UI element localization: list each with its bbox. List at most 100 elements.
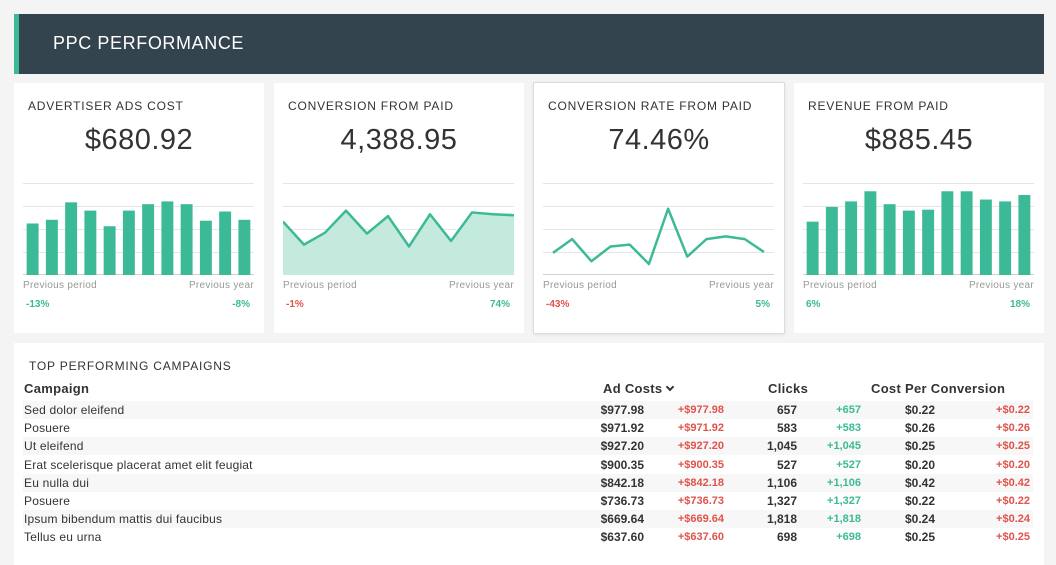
cost-per-conversion-delta: +$0.22 (996, 495, 1030, 507)
column-header-cost-per-conversion[interactable]: Cost Per Conversion (871, 381, 1006, 396)
ad-cost-value: $971.92 (600, 421, 644, 436)
ad-cost-delta: +$977.98 (677, 404, 724, 416)
kpi-sparkline-chart (283, 183, 514, 275)
cost-per-conversion-value: $0.20 (904, 457, 935, 472)
cost-per-conversion-value: $0.22 (904, 403, 935, 417)
chart-bar (65, 202, 78, 275)
ad-cost-delta: +$900.35 (677, 458, 724, 471)
previous-period-label: Previous period (803, 280, 877, 291)
kpi-title: CONVERSION RATE FROM PAID (548, 99, 753, 113)
clicks-delta: +583 (836, 422, 861, 435)
clicks-value: 527 (776, 457, 797, 472)
table-row[interactable]: Tellus eu urna $637.60 +$637.60 698 +698… (23, 528, 1033, 546)
chart-bar (922, 209, 935, 275)
chart-bar (142, 204, 155, 275)
ad-cost-value: $736.73 (600, 494, 644, 508)
cost-per-conversion-delta: +$0.26 (996, 422, 1030, 435)
kpi-title: ADVERTISER ADS COST (28, 99, 184, 113)
chart-bar (845, 201, 858, 275)
ad-cost-delta: +$637.60 (677, 531, 724, 544)
column-header-campaign[interactable]: Campaign (24, 381, 90, 396)
kpi-sparkline-chart (803, 183, 1034, 275)
previous-year-label: Previous year (708, 280, 774, 291)
chart-line (552, 207, 765, 266)
column-header-ad-costs[interactable]: Ad Costs (603, 381, 675, 396)
chevron-down-icon (666, 382, 675, 392)
ad-cost-delta: +$669.64 (677, 513, 724, 526)
chart-bar (825, 206, 838, 275)
cost-per-conversion-delta: +$0.24 (996, 513, 1030, 526)
kpi-value: $885.45 (864, 124, 974, 156)
campaign-name: Posuere (24, 494, 71, 508)
clicks-value: 1,106 (766, 475, 797, 490)
clicks-delta: +1,327 (827, 495, 861, 507)
kpi-value: 74.46% (608, 124, 710, 156)
chart-bar (180, 204, 193, 275)
cost-per-conversion-value: $0.25 (904, 530, 935, 545)
chart-bar (999, 201, 1012, 275)
kpi-sparkline-chart (543, 183, 774, 275)
chart-bar (103, 226, 116, 275)
table-row[interactable]: Erat scelerisque placerat amet elit feug… (23, 456, 1033, 474)
kpi-sparkline-chart (23, 183, 254, 275)
campaign-name: Posuere (24, 421, 71, 436)
cost-per-conversion-delta: +$0.22 (996, 404, 1030, 416)
chart-bar (26, 223, 39, 275)
ad-cost-value: $900.35 (600, 457, 644, 472)
clicks-delta: +1,045 (827, 440, 861, 453)
campaign-name: Sed dolor eleifend (24, 403, 125, 417)
top-campaigns-panel: TOP PERFORMING CAMPAIGNS Campaign Ad Cos… (14, 343, 1044, 565)
chart-bar (979, 199, 992, 275)
clicks-value: 1,818 (766, 512, 797, 527)
ad-cost-delta: +$971.92 (677, 422, 724, 435)
previous-period-label: Previous period (543, 280, 617, 291)
clicks-value: 698 (776, 530, 797, 545)
clicks-delta: +698 (836, 531, 861, 544)
chart-bar (219, 211, 232, 275)
previous-period-label: Previous period (23, 280, 97, 291)
previous-year-change: 18% (1009, 299, 1030, 310)
previous-year-change: 5% (755, 299, 770, 310)
cost-per-conversion-delta: +$0.20 (996, 458, 1030, 471)
chart-bar (199, 220, 212, 275)
clicks-value: 657 (776, 403, 797, 417)
table-row[interactable]: Posuere $971.92 +$971.92 583 +583 $0.26 … (23, 419, 1033, 437)
chart-bar (1018, 194, 1031, 275)
clicks-delta: +527 (836, 458, 861, 471)
kpi-title: CONVERSION FROM PAID (288, 99, 454, 113)
table-row[interactable]: Ipsum bibendum mattis dui faucibus $669.… (23, 510, 1033, 529)
clicks-value: 1,045 (766, 439, 797, 454)
clicks-delta: +1,106 (827, 476, 861, 489)
kpi-card-conversion-rate-from-paid[interactable]: CONVERSION RATE FROM PAID 74.46% Previou… (534, 83, 784, 333)
chart-bar (864, 191, 877, 275)
table-row[interactable]: Ut eleifend $927.20 +$927.20 1,045 +1,04… (23, 437, 1033, 456)
ad-cost-delta: +$842.18 (677, 476, 724, 489)
previous-period-change: -1% (286, 299, 304, 310)
previous-period-change: -13% (26, 299, 50, 310)
campaigns-title: TOP PERFORMING CAMPAIGNS (29, 359, 232, 373)
ad-cost-value: $637.60 (600, 530, 644, 545)
chart-bar (161, 201, 174, 275)
ad-cost-value: $669.64 (600, 512, 644, 527)
table-row[interactable]: Posuere $736.73 +$736.73 1,327 +1,327 $0… (23, 492, 1033, 510)
table-row[interactable]: Sed dolor eleifend $977.98 +$977.98 657 … (23, 401, 1033, 419)
dashboard-header: PPC PERFORMANCE (14, 14, 1044, 74)
kpi-card-advertiser-ads-cost[interactable]: ADVERTISER ADS COST $680.92 Previous per… (14, 83, 264, 333)
previous-year-label: Previous year (968, 280, 1034, 291)
cost-per-conversion-value: $0.26 (904, 421, 935, 436)
cost-per-conversion-value: $0.42 (904, 475, 935, 490)
chart-bar (122, 210, 135, 275)
cost-per-conversion-value: $0.25 (904, 439, 935, 454)
clicks-value: 1,327 (766, 494, 797, 508)
campaign-name: Tellus eu urna (24, 530, 102, 545)
previous-period-change: 6% (806, 299, 821, 310)
campaign-name: Erat scelerisque placerat amet elit feug… (24, 457, 253, 472)
chart-line (283, 209, 514, 248)
table-row[interactable]: Eu nulla dui $842.18 +$842.18 1,106 +1,1… (23, 473, 1033, 492)
campaign-name: Ipsum bibendum mattis dui faucibus (24, 512, 223, 527)
kpi-card-revenue-from-paid[interactable]: REVENUE FROM PAID $885.45 Previous perio… (794, 83, 1044, 333)
page-title: PPC PERFORMANCE (53, 33, 245, 53)
chart-bar (238, 219, 251, 275)
kpi-card-conversion-from-paid[interactable]: CONVERSION FROM PAID 4,388.95 Previous p… (274, 83, 524, 333)
column-header-clicks[interactable]: Clicks (768, 381, 809, 396)
